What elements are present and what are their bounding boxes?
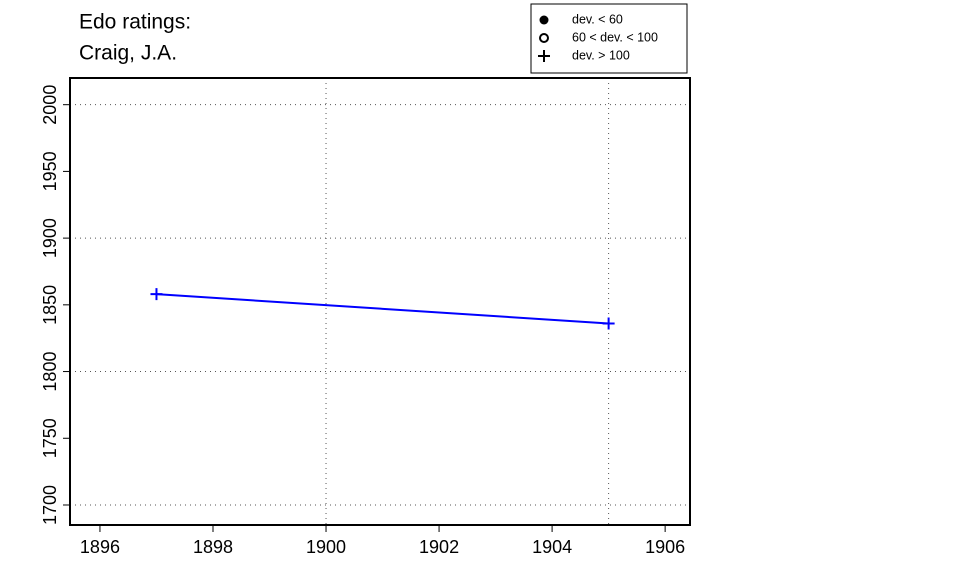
x-tick-label: 1902 (419, 537, 459, 557)
y-tick-label: 1700 (40, 485, 60, 525)
x-tick-label: 1900 (306, 537, 346, 557)
y-tick-label: 1900 (40, 218, 60, 258)
y-tick-label: 1850 (40, 285, 60, 325)
legend-box (530, 3, 688, 74)
y-tick-label: 1800 (40, 352, 60, 392)
legend-marker (539, 33, 549, 43)
data-point (150, 288, 163, 301)
data-point (602, 317, 615, 330)
y-tick-label: 1950 (40, 151, 60, 191)
x-tick-label: 1906 (645, 537, 685, 557)
y-tick-label: 1750 (40, 418, 60, 458)
legend-marker (538, 50, 550, 62)
x-tick-label: 1896 (80, 537, 120, 557)
series-line (156, 293, 609, 325)
legend-label: dev. < 60 (572, 12, 623, 26)
legend-marker (539, 15, 549, 25)
plot-frame (69, 77, 691, 526)
chart-subtitle: Craig, J.A. (79, 42, 177, 65)
chart-title: Edo ratings: (79, 11, 191, 34)
legend-label: dev. > 100 (572, 48, 630, 62)
x-tick-label: 1904 (532, 537, 572, 557)
legend-label: 60 < dev. < 100 (572, 30, 658, 44)
y-tick-label: 2000 (40, 85, 60, 125)
x-tick-label: 1898 (193, 537, 233, 557)
